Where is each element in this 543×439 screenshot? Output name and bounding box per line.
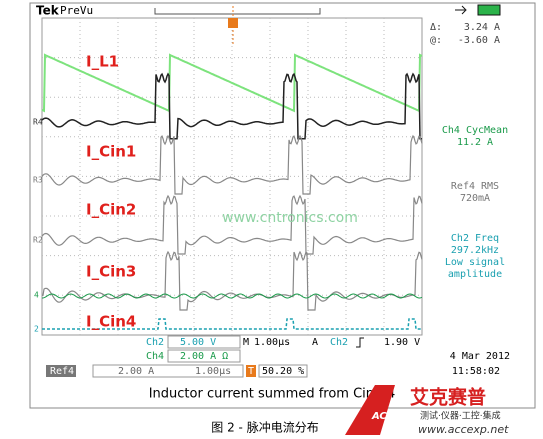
delta-value: 3.24 A: [464, 22, 500, 33]
ch4-box: [167, 349, 241, 363]
logo-shape: [345, 385, 395, 435]
time: 11:58:02: [452, 366, 500, 377]
delta-label: Δ:: [430, 22, 442, 33]
grid: [42, 18, 422, 335]
battery: [477, 4, 501, 16]
brand: Tek: [36, 4, 60, 18]
logo-name: 艾克赛普: [410, 386, 486, 409]
trigger-slope: [356, 337, 364, 348]
t-label: T: [248, 366, 254, 377]
waveforms: [41, 53, 423, 330]
logo-url: www.accexp.net: [418, 423, 509, 436]
measurement-value: 11.2 A: [457, 137, 493, 148]
trigger-source: Ch2: [330, 337, 348, 348]
waveform: [41, 134, 423, 195]
ref4-scale: 2.00 A: [118, 366, 154, 377]
waveform: [41, 53, 423, 113]
ch2-scale: 5.00 V: [180, 337, 216, 348]
waveform: [41, 250, 423, 311]
trace-label: I_Cin3: [86, 263, 136, 281]
channel-marker: R4: [33, 118, 43, 127]
measurement-name: Ref4 RMS: [451, 181, 499, 192]
mode: PreVu: [60, 4, 93, 17]
waveform: [42, 293, 423, 299]
ch4-label: Ch4: [146, 351, 164, 362]
figure-caption: 图 2 - 脉冲电流分布: [211, 420, 318, 435]
plug-icon: [455, 5, 467, 15]
timebase: 1.00µs: [254, 337, 290, 348]
measurement-value: 720mA: [460, 193, 490, 204]
waveform: [41, 72, 422, 140]
record-bracket: [154, 8, 321, 15]
trace-label: I_Cin4: [86, 313, 136, 331]
at-label: @:: [430, 35, 442, 46]
measurement-value: 297.2kHz: [451, 245, 499, 256]
channel-marker: R2: [33, 236, 43, 245]
channel-marker: 2: [34, 325, 39, 334]
a-label: A: [312, 337, 318, 348]
trigger-level: 1.90 V: [384, 337, 420, 348]
trace-label: I_Cin1: [86, 143, 136, 161]
ref4-box: [46, 365, 76, 377]
trace-label: I_Cin2: [86, 201, 136, 219]
logo-tagline: 测试·仪器·工控·集成: [420, 410, 501, 422]
ch2-label: Ch2: [146, 337, 164, 348]
ch2-box: [167, 335, 241, 349]
waveform: [41, 194, 423, 255]
m-label: M: [243, 337, 249, 348]
trace-label: I_L1: [86, 53, 119, 71]
ref4-scale-box: [92, 364, 244, 378]
measurement-name: Ch4 CycMean: [442, 125, 508, 136]
watermark: www.cntronics.com: [222, 210, 358, 226]
logo-mark: ACCEXP: [371, 411, 417, 422]
channel-marker: R3: [33, 176, 43, 185]
ref4-label: Ref4: [50, 366, 74, 377]
measurement-note: amplitude: [448, 269, 502, 280]
t-position: 50.20 %: [262, 366, 304, 377]
channel-marker: 4: [34, 291, 39, 300]
waveform: [42, 318, 422, 330]
measurement-note: Low signal: [445, 257, 505, 268]
t-pos-box: [258, 364, 308, 378]
at-value: -3.60 A: [458, 35, 500, 46]
ref4-time: 1.00µs: [195, 366, 231, 377]
ch4-scale: 2.00 A Ω: [180, 351, 228, 362]
measurement-name: Ch2 Freq: [451, 233, 499, 244]
t-box: [246, 365, 256, 377]
date: 4 Mar 2012: [450, 351, 510, 362]
caption: Inductor current summed from Cin1-4: [149, 387, 396, 402]
